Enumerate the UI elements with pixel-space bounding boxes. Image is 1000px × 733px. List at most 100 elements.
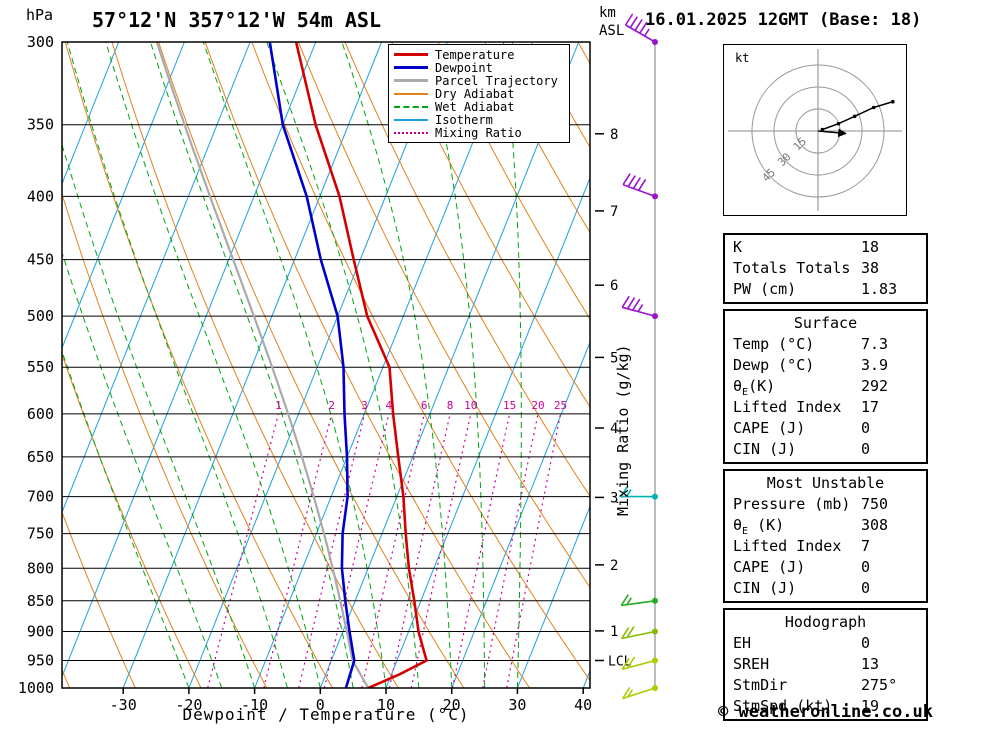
skewt-diagram: 1 2 3 4 6 8 10 15 20 2530035040045050055060065070… [18, 13, 658, 714]
stats-section-title: Surface [793, 314, 858, 332]
stat-label: Lifted Index [733, 398, 842, 416]
stat-label: θE (K) [733, 516, 785, 537]
legend-line-swatch [394, 105, 428, 108]
pressure-tick-label: 750 [27, 525, 54, 543]
stat-row: CIN (J) 0 [725, 578, 926, 599]
stat-label: Pressure (mb) [733, 495, 851, 513]
stat-row: Lifted Index 7 [725, 536, 926, 557]
copyright-link[interactable]: © weatheronline.co.uk [718, 702, 933, 722]
temperature-tick-label: -20 [175, 696, 202, 714]
pressure-tick-label: 400 [27, 187, 54, 205]
stat-value: 750 [861, 495, 889, 513]
pressure-tick-label: 1000 [18, 679, 54, 697]
pressure-tick-label: 850 [27, 592, 54, 610]
mixing-ratio-value-label: 15 [503, 399, 516, 412]
dewpoint-curve [268, 42, 356, 688]
stat-row: Dewp (°C) 3.9 [725, 355, 926, 376]
mixing-ratio-value-label: 1 [275, 399, 282, 412]
legend-item-label: Isotherm [435, 112, 493, 127]
temperature-axis-label: Dewpoint / Temperature (°C) [182, 705, 470, 724]
legend-item-label: Wet Adiabat [435, 99, 515, 114]
temperature-tick-label: 20 [443, 696, 461, 714]
mixing-ratio-value-label: 10 [464, 399, 477, 412]
stat-label: K [733, 238, 743, 256]
parcel-trajectory-curve [155, 42, 370, 688]
stat-row: Lifted Index 17 [725, 397, 926, 418]
legend-item-label: Dewpoint [435, 60, 493, 75]
hodograph-border [723, 44, 907, 216]
legend-line-swatch [394, 131, 428, 134]
temperature-tick-label: 40 [574, 696, 592, 714]
legend-item: Wet Adiabat [394, 100, 564, 113]
stat-row: Totals Totals 38 [725, 258, 926, 279]
stat-value: 0 [861, 634, 871, 652]
chart-legend: Temperature Dewpoint Parcel Trajectory Dry … [388, 44, 570, 143]
legend-item: Mixing Ratio [394, 126, 564, 139]
stat-value: 17 [861, 398, 880, 416]
altitude-tick-label: 8 [610, 127, 618, 143]
pressure-tick-label: 700 [27, 488, 54, 506]
stat-value: 292 [861, 377, 889, 395]
stat-value: 0 [861, 579, 871, 597]
stat-label: CAPE (J) [733, 558, 806, 576]
stat-value: 7 [861, 537, 871, 555]
altitude-tick-label: 5 [610, 350, 618, 366]
stats-box-most-unstable: Most Unstable Pressure (mb) 750 θE (K) 308 Li… [723, 469, 928, 603]
temperature-tick-label: 30 [508, 696, 526, 714]
altitude-axis-unit-asl: ASL [599, 23, 625, 39]
stat-value: 19 [861, 697, 880, 715]
sounding-title: 57°12'N 357°12'W 54m ASL [92, 8, 381, 32]
legend-item: Parcel Trajectory [394, 74, 564, 87]
altitude-tick-label: 7 [610, 204, 618, 220]
pressure-tick-label: 900 [27, 623, 54, 641]
stat-value: 38 [861, 259, 880, 277]
stat-row: StmDir 275° [725, 675, 926, 696]
stat-label: Lifted Index [733, 537, 842, 555]
mixing-ratio-value-label: 4 [385, 399, 392, 412]
isotherm-lines [62, 42, 590, 688]
stat-row: Temp (°C) 7.3 [725, 334, 926, 355]
stat-label: StmDir [733, 676, 788, 694]
hodograph-trace-point [820, 127, 825, 132]
legend-item: Isotherm [394, 113, 564, 126]
stat-row: PW (cm) 1.83 [725, 279, 926, 300]
altitude-tick-label: 4 [610, 421, 618, 437]
stats-box-hodograph: Hodograph EH 0 SREH 13 StmDir 275° StmSpd (kt) 1… [723, 608, 928, 721]
mixing-ratio-value-label: 20 [531, 399, 544, 412]
stat-value: 308 [861, 516, 889, 534]
stat-row: θE(K) 292 [725, 376, 926, 398]
pressure-tick-label: 300 [27, 33, 54, 51]
pressure-tick-label: 500 [27, 307, 54, 325]
wind-barb [622, 685, 658, 700]
legend-line-swatch [394, 53, 428, 56]
storm-motion-vector [817, 128, 847, 138]
stats-box-surface: Surface Temp (°C) 7.3 Dewp (°C) 3.9 θE(K) 292 L… [723, 309, 928, 464]
mixing-ratio-value-label: 6 [421, 399, 428, 412]
altitude-axis-unit: km ASL [599, 4, 624, 40]
stat-value: 18 [861, 238, 880, 256]
stat-value: 0 [861, 558, 871, 576]
legend-item: Dry Adiabat [394, 87, 564, 100]
stat-label: EH [733, 634, 752, 652]
stat-label: SREH [733, 655, 770, 673]
temperature-tick-label: -10 [241, 696, 268, 714]
stat-value: 7.3 [861, 335, 889, 353]
stat-row: Pressure (mb) 750 [725, 494, 926, 515]
altitude-tick-label: 6 [610, 278, 618, 294]
pressure-tick-label: 950 [27, 652, 54, 670]
hodograph-trace-point [852, 114, 857, 119]
legend-item-label: Parcel Trajectory [435, 73, 558, 88]
stat-label: Totals Totals [733, 259, 851, 277]
altitude-axis: 1 2 3 4 5 6 7 8 LCL [595, 127, 632, 670]
wind-barb [622, 173, 658, 200]
mixing-ratio-value-label: 3 [361, 399, 368, 412]
wind-barb [621, 295, 658, 320]
stat-value: 0 [861, 440, 871, 458]
hodograph-trace-point [891, 99, 895, 104]
stats-section-title: Most Unstable [766, 474, 885, 492]
altitude-tick-label: 2 [610, 558, 618, 574]
pressure-tick-label: 600 [27, 405, 54, 423]
stat-label: CAPE (J) [733, 419, 806, 437]
